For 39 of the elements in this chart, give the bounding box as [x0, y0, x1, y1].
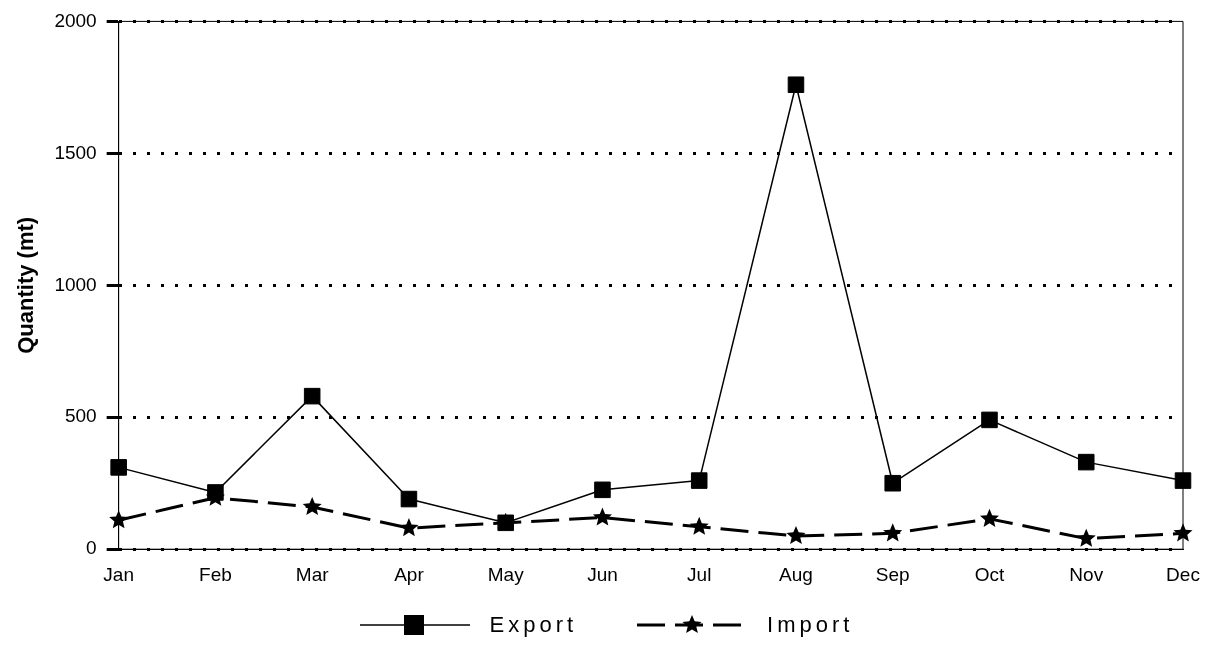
y-axis-title: Quantity (mt): [13, 216, 39, 354]
point: [689, 516, 709, 535]
point: [110, 459, 127, 476]
point: [592, 507, 612, 526]
x-tick-label: May: [487, 563, 525, 585]
x-tick-label: Oct: [974, 563, 1005, 585]
y-tick-label: 1000: [54, 273, 97, 295]
point: [1077, 453, 1095, 471]
point: [594, 481, 611, 499]
y-tick-label: 2000: [54, 9, 97, 31]
y-tick-label: 0: [86, 537, 97, 559]
point: [302, 496, 322, 516]
point: [883, 523, 903, 542]
point: [1173, 523, 1193, 542]
x-tick-label: Apr: [394, 563, 425, 585]
x-tick-label: Mar: [295, 563, 330, 585]
x-tick-label: Dec: [1166, 563, 1200, 585]
point: [399, 518, 419, 537]
point: [109, 510, 129, 529]
point: [690, 472, 708, 489]
point: [884, 474, 902, 492]
x-tick-label: Nov: [1069, 563, 1104, 585]
y-tick-label: 500: [64, 405, 97, 427]
x-tick-label: Sep: [875, 563, 910, 585]
x-tick-label: Jan: [103, 563, 134, 585]
x-tick-label: Jun: [587, 563, 618, 585]
point: [1076, 528, 1096, 547]
legend-label: Export: [489, 612, 578, 638]
point: [303, 387, 321, 405]
x-tick-label: Aug: [779, 563, 813, 585]
point: [981, 411, 998, 429]
point: [400, 490, 418, 508]
x-tick-label: Jul: [687, 563, 712, 585]
y-tick-label: 1500: [54, 141, 97, 163]
point: [979, 508, 999, 527]
x-tick-label: Feb: [199, 563, 232, 585]
point: [786, 526, 806, 545]
point: [787, 76, 805, 94]
legend-label: Import: [767, 612, 854, 638]
